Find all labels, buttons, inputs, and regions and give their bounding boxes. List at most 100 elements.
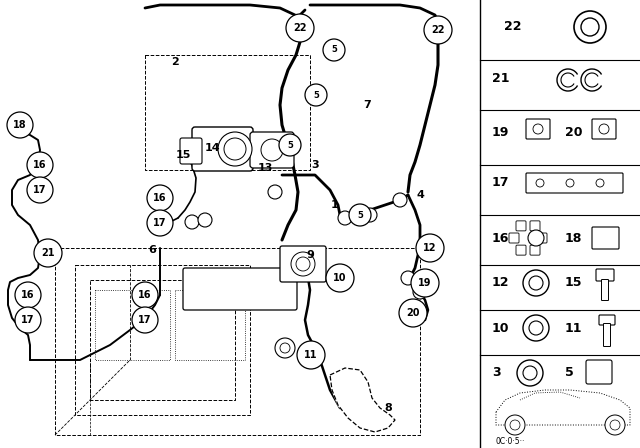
Text: 5: 5 xyxy=(331,46,337,55)
Text: 11: 11 xyxy=(304,350,317,360)
Text: 12: 12 xyxy=(492,276,509,289)
Text: 5: 5 xyxy=(565,366,573,379)
FancyBboxPatch shape xyxy=(192,127,253,171)
Circle shape xyxy=(416,234,444,262)
Circle shape xyxy=(605,415,625,435)
Circle shape xyxy=(326,264,354,292)
FancyBboxPatch shape xyxy=(592,119,616,139)
Circle shape xyxy=(523,366,537,380)
Text: 14: 14 xyxy=(204,143,220,153)
Text: 18: 18 xyxy=(13,120,27,130)
Circle shape xyxy=(279,134,301,156)
Text: 3: 3 xyxy=(492,366,500,379)
FancyBboxPatch shape xyxy=(526,119,550,139)
FancyBboxPatch shape xyxy=(599,315,615,325)
Text: 4: 4 xyxy=(416,190,424,200)
FancyBboxPatch shape xyxy=(280,246,326,282)
Circle shape xyxy=(349,204,371,226)
Text: 5: 5 xyxy=(313,90,319,99)
Circle shape xyxy=(363,208,377,222)
Circle shape xyxy=(529,276,543,290)
Circle shape xyxy=(338,211,352,225)
Circle shape xyxy=(261,139,283,161)
Circle shape xyxy=(297,341,325,369)
Circle shape xyxy=(523,315,549,341)
Circle shape xyxy=(523,270,549,296)
Circle shape xyxy=(517,360,543,386)
Text: 6: 6 xyxy=(148,245,156,255)
Text: 16: 16 xyxy=(21,290,35,300)
Text: 20: 20 xyxy=(406,308,420,318)
Text: 2: 2 xyxy=(171,57,179,67)
Text: 16: 16 xyxy=(138,290,152,300)
FancyBboxPatch shape xyxy=(183,268,297,310)
Text: 3: 3 xyxy=(311,160,319,170)
Text: 17: 17 xyxy=(33,185,47,195)
Text: 22: 22 xyxy=(504,21,522,34)
FancyBboxPatch shape xyxy=(592,227,619,249)
Circle shape xyxy=(27,177,53,203)
Text: 5: 5 xyxy=(287,141,293,150)
Text: 1: 1 xyxy=(331,200,339,210)
FancyBboxPatch shape xyxy=(537,233,547,243)
Text: 15: 15 xyxy=(175,150,191,160)
Text: 10: 10 xyxy=(492,322,509,335)
Circle shape xyxy=(505,415,525,435)
FancyBboxPatch shape xyxy=(516,245,526,255)
FancyBboxPatch shape xyxy=(604,323,611,346)
Circle shape xyxy=(132,282,158,308)
Circle shape xyxy=(411,269,439,297)
Text: 7: 7 xyxy=(363,100,371,110)
Circle shape xyxy=(401,271,415,285)
Circle shape xyxy=(198,213,212,227)
Circle shape xyxy=(34,239,62,267)
Circle shape xyxy=(185,215,199,229)
Text: 12: 12 xyxy=(423,243,436,253)
Text: 16: 16 xyxy=(492,232,509,245)
Circle shape xyxy=(15,307,41,333)
FancyBboxPatch shape xyxy=(602,280,609,301)
Circle shape xyxy=(581,18,599,36)
FancyBboxPatch shape xyxy=(509,233,519,243)
Text: 9: 9 xyxy=(306,250,314,260)
Text: 18: 18 xyxy=(565,232,582,245)
FancyBboxPatch shape xyxy=(530,245,540,255)
Text: 22: 22 xyxy=(431,25,445,35)
Circle shape xyxy=(147,185,173,211)
Circle shape xyxy=(275,338,295,358)
FancyBboxPatch shape xyxy=(530,221,540,231)
Polygon shape xyxy=(330,368,395,432)
Circle shape xyxy=(305,84,327,106)
Text: 16: 16 xyxy=(33,160,47,170)
Circle shape xyxy=(132,307,158,333)
Text: 19: 19 xyxy=(492,126,509,139)
Text: 17: 17 xyxy=(138,315,152,325)
Circle shape xyxy=(413,285,427,299)
Text: 15: 15 xyxy=(565,276,582,289)
Text: 21: 21 xyxy=(492,72,509,85)
FancyBboxPatch shape xyxy=(180,138,202,164)
Text: 0C·0·5··: 0C·0·5·· xyxy=(495,438,524,447)
Text: 21: 21 xyxy=(41,248,55,258)
Circle shape xyxy=(7,112,33,138)
Circle shape xyxy=(323,39,345,61)
Text: 20: 20 xyxy=(565,126,582,139)
Circle shape xyxy=(286,14,314,42)
FancyBboxPatch shape xyxy=(596,269,614,281)
FancyBboxPatch shape xyxy=(526,173,623,193)
Circle shape xyxy=(268,185,282,199)
Circle shape xyxy=(399,299,427,327)
Text: 17: 17 xyxy=(153,218,167,228)
Text: 16: 16 xyxy=(153,193,167,203)
Text: 8: 8 xyxy=(384,403,392,413)
Circle shape xyxy=(291,252,315,276)
FancyBboxPatch shape xyxy=(250,132,294,168)
FancyBboxPatch shape xyxy=(586,360,612,384)
Text: 5: 5 xyxy=(357,211,363,220)
Text: 10: 10 xyxy=(333,273,347,283)
Circle shape xyxy=(218,132,252,166)
Circle shape xyxy=(27,152,53,178)
Text: 17: 17 xyxy=(492,177,509,190)
Text: 17: 17 xyxy=(21,315,35,325)
Circle shape xyxy=(574,11,606,43)
